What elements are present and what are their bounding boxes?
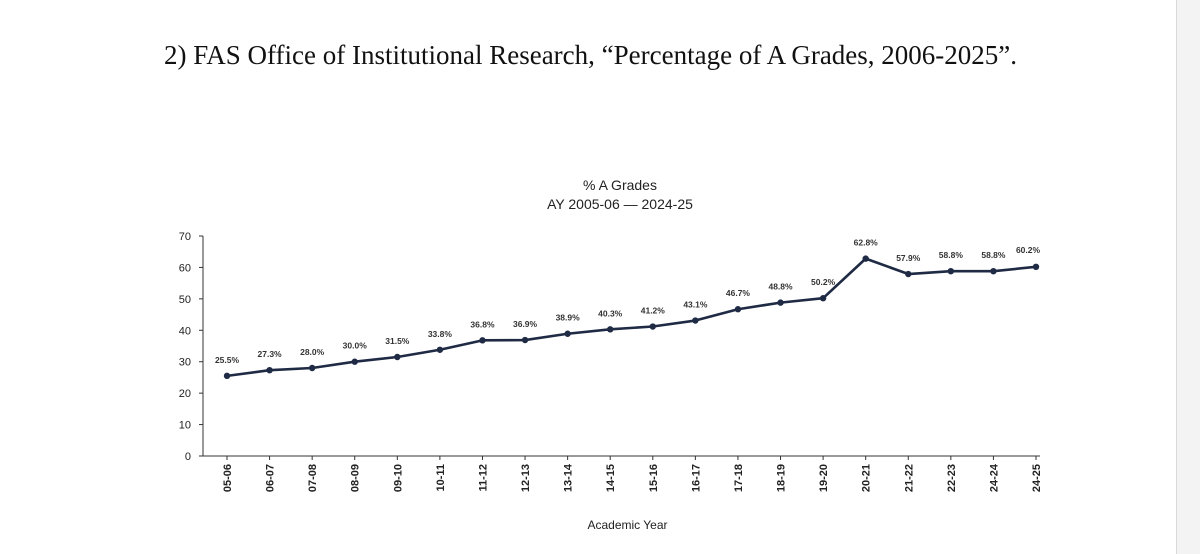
x-tick-label: 18-19 <box>776 464 788 492</box>
data-point <box>521 336 529 344</box>
data-label: 38.9% <box>556 313 581 323</box>
data-label: 62.8% <box>854 238 879 248</box>
x-tick-label: 16-17 <box>690 464 702 492</box>
y-tick-label: 60 <box>179 262 191 274</box>
data-label: 36.9% <box>513 319 538 329</box>
x-tick-label: 06-07 <box>265 464 277 492</box>
data-points <box>223 255 1040 380</box>
data-point <box>649 323 656 330</box>
data-point <box>394 353 401 361</box>
data-label: 57.9% <box>896 253 921 263</box>
y-tick-label: 50 <box>179 294 191 306</box>
x-tick-label: 09-10 <box>392 464 404 492</box>
data-label: 40.3% <box>598 308 623 318</box>
x-tick-label: 12-13 <box>520 464 532 492</box>
chart-title: % A Grades <box>583 177 657 193</box>
data-point <box>1032 263 1040 270</box>
x-tick-label: 17-18 <box>733 464 745 492</box>
x-tick-label: 05-06 <box>222 464 234 492</box>
data-label: 58.8% <box>981 250 1006 260</box>
data-labels: 25.5% 27.3% 28.0% 30.0% 31.5% 33.8% 36.8% 36.9%… <box>215 238 1041 365</box>
x-tick-label: 24-24 <box>988 463 1000 492</box>
series-line <box>226 257 1037 378</box>
y-tick-label: 30 <box>179 357 191 369</box>
data-point <box>777 299 784 306</box>
data-point <box>990 268 997 275</box>
x-ticks: 05-06 06-07 07-08 08-09 09-10 10-11 11-12 12-13… <box>222 456 1043 492</box>
y-tick-label: 10 <box>179 420 191 432</box>
y-tick-label: 0 <box>185 451 191 463</box>
x-tick-label: 13-14 <box>563 463 575 492</box>
data-point <box>862 255 869 262</box>
y-ticks: 0 10 20 30 40 50 60 70 <box>179 231 203 463</box>
y-tick-label: 70 <box>179 231 191 243</box>
data-label: 48.8% <box>768 282 793 292</box>
data-label: 58.8% <box>939 250 964 260</box>
x-tick-label: 07-08 <box>307 464 319 492</box>
data-label: 30.0% <box>343 341 368 351</box>
data-point <box>692 317 699 324</box>
data-label: 60.2% <box>1016 245 1041 255</box>
data-label: 41.2% <box>641 306 666 316</box>
y-tick-label: 20 <box>179 388 191 400</box>
data-point <box>734 306 742 313</box>
data-label: 36.8% <box>470 319 495 329</box>
data-point <box>607 326 614 333</box>
data-label: 43.1% <box>683 300 708 310</box>
x-tick-label: 24-25 <box>1031 464 1043 492</box>
data-label: 25.5% <box>215 355 240 365</box>
x-tick-label: 10-11 <box>435 464 447 492</box>
data-point <box>905 270 912 278</box>
page-heading: 2) FAS Office of Institutional Research,… <box>164 40 1018 70</box>
x-tick-label: 14-15 <box>605 464 617 492</box>
data-point <box>819 295 827 302</box>
data-point <box>308 364 316 372</box>
x-tick-label: 11-12 <box>477 464 489 492</box>
chart-subtitle: AY 2005-06 — 2024-25 <box>547 196 693 212</box>
data-point <box>564 330 571 337</box>
x-tick-label: 20-21 <box>861 464 873 492</box>
data-point <box>479 337 486 344</box>
x-tick-label: 08-09 <box>350 464 362 492</box>
x-tick-label: 19-20 <box>818 464 830 492</box>
x-tick-label: 21-22 <box>903 464 915 492</box>
y-tick-label: 40 <box>179 325 191 337</box>
x-axis-label: Academic Year <box>587 518 667 532</box>
x-tick-label: 15-16 <box>648 464 660 492</box>
data-point <box>223 372 231 380</box>
data-point <box>266 367 273 374</box>
data-label: 46.7% <box>726 288 751 298</box>
data-point <box>947 268 955 275</box>
data-point <box>351 358 358 365</box>
data-label: 28.0% <box>300 347 325 357</box>
x-tick-label: 22-23 <box>946 464 958 492</box>
data-label: 27.3% <box>258 349 283 359</box>
data-label: 31.5% <box>385 336 410 346</box>
data-label: 33.8% <box>428 329 453 339</box>
data-label: 50.2% <box>811 277 836 287</box>
data-point <box>436 346 444 353</box>
